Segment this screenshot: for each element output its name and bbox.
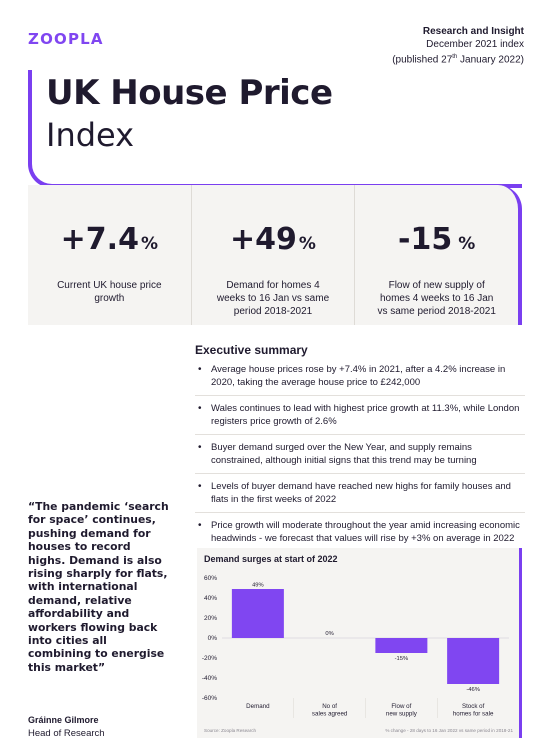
summary-item: Price growth will moderate throughout th… (195, 519, 525, 551)
page-title: UK House Price (46, 73, 333, 113)
y-tick-label: 40% (204, 595, 217, 602)
x-category-label: Flow of (391, 703, 411, 710)
pull-quote: “The pandemic ‘search for space’ continu… (28, 500, 169, 674)
y-tick-label: -40% (202, 675, 217, 682)
bar-value-label: 49% (252, 583, 264, 589)
y-tick-label: 60% (204, 575, 217, 582)
stat-label: Flow of new supply of homes 4 weeks to 1… (377, 280, 496, 317)
stat-supply: -15% Flow of new supply of homes 4 weeks… (354, 185, 518, 325)
summary-item: Average house prices rose by +7.4% in 20… (195, 363, 525, 396)
x-category-label: Stock of (462, 703, 485, 710)
bar (231, 589, 284, 638)
bar (447, 638, 500, 684)
summary-item: Wales continues to lead with highest pri… (195, 402, 525, 435)
y-tick-label: 0% (208, 635, 218, 642)
title-block: UK House Price Index (28, 70, 522, 188)
x-category-label: No of (322, 703, 337, 710)
chart-title: Demand surges at start of 2022 (204, 554, 338, 564)
stat-unit: % (298, 234, 316, 254)
bar-value-label: 0% (325, 631, 333, 637)
stat-value: +7.4% (28, 223, 191, 261)
chart-footnote: % change - 28 days to 16 Jan 2022 vs sam… (385, 728, 513, 733)
stat-unit: % (458, 234, 476, 254)
stat-number: +49 (230, 222, 297, 257)
meta-published: (published 27th January 2022) (392, 51, 524, 66)
x-category-label: homes for sale (453, 711, 494, 718)
stat-value: -15% (355, 223, 518, 261)
executive-summary: Executive summary Average house prices r… (195, 343, 525, 557)
y-tick-label: -60% (202, 695, 217, 702)
x-category-label: sales agreed (312, 711, 348, 718)
y-tick-label: -20% (202, 655, 217, 662)
quote-author: Gráinne Gilmore (28, 715, 99, 725)
stat-price-growth: +7.4% Current UK house price growth (28, 185, 191, 325)
quote-author-role: Head of Research (28, 728, 105, 739)
zoopla-logo: ZOOPLA (28, 30, 104, 48)
meta-index: December 2021 index (426, 39, 524, 50)
x-category-label: new supply (386, 711, 418, 718)
meta-published-sup: th (452, 54, 458, 60)
stat-demand: +49% Demand for homes 4 weeks to 16 Jan … (190, 185, 355, 325)
report-meta: Research and Insight December 2021 index… (392, 25, 524, 66)
meta-kicker: Research and Insight (422, 26, 524, 37)
page-title-line2: Index (46, 116, 135, 154)
summary-title: Executive summary (195, 343, 308, 357)
demand-chart: Demand surges at start of 2022 60% 40% 20% 0… (202, 554, 514, 733)
summary-item: Buyer demand surged over the New Year, a… (195, 441, 525, 474)
meta-published-prefix: (published 27 (392, 54, 453, 66)
stat-value: +49% (192, 223, 355, 261)
chart-source: Source: Zoopla Research (204, 728, 257, 733)
stat-label: Demand for homes 4 weeks to 16 Jan vs sa… (216, 280, 330, 317)
stat-unit: % (140, 234, 158, 254)
bar-value-label: -15% (395, 656, 409, 662)
bar (375, 638, 428, 653)
summary-list: Average house prices rose by +7.4% in 20… (195, 363, 525, 551)
demand-chart-panel: Demand surges at start of 2022 60% 40% 20% 0… (197, 548, 522, 738)
stat-number: -15 (398, 222, 453, 257)
stats-panel: +7.4% Current UK house price growth +49%… (28, 185, 522, 325)
y-tick-label: 20% (204, 615, 217, 622)
stat-label: Current UK house price growth (57, 280, 162, 304)
bar-value-label: -46% (466, 687, 480, 693)
meta-published-suffix: January 2022) (457, 54, 524, 66)
x-category-label: Demand (246, 703, 270, 710)
stat-number: +7.4 (60, 222, 139, 257)
summary-item: Levels of buyer demand have reached new … (195, 480, 525, 513)
